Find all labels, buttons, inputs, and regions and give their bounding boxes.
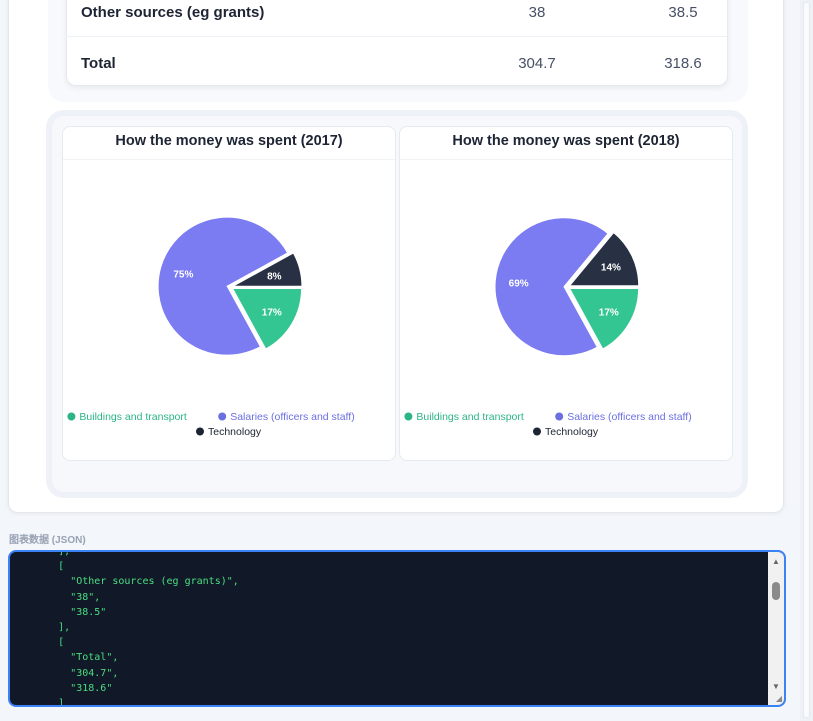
- pie-data-label: 75%: [173, 269, 193, 280]
- legend-swatch[interactable]: [67, 413, 75, 421]
- table-row: Other sources (eg grants) 38 38.5: [67, 0, 728, 37]
- legend-swatch[interactable]: [555, 413, 563, 421]
- finance-table: Other sources (eg grants) 38 38.5 Total …: [66, 0, 728, 86]
- json-line: "38.5": [10, 605, 239, 620]
- legend-item-label[interactable]: Salaries (officers and staff): [230, 411, 355, 423]
- scroll-thumb[interactable]: [772, 582, 780, 600]
- pie-chart-svg: 17% 75% 8% Buildings and transport Salaries …: [63, 127, 397, 462]
- json-line: "Total",: [10, 650, 239, 665]
- row-label: Other sources (eg grants): [81, 4, 264, 21]
- table-row-total: Total 304.7 318.6: [67, 39, 728, 86]
- pie-chart-svg: 17% 69% 14% Buildings and transport Salaries…: [400, 127, 734, 462]
- json-panel-label: 图表数据 (JSON): [9, 531, 86, 546]
- legend-swatch[interactable]: [533, 428, 541, 436]
- page-scroll-thumb[interactable]: [803, 2, 810, 718]
- row-value-2018: 318.6: [643, 55, 723, 72]
- legend-swatch[interactable]: [218, 413, 226, 421]
- pie-chart-2017: How the money was spent (2017) 17% 75% 8% B…: [62, 126, 396, 461]
- json-line: [: [10, 559, 239, 574]
- row-value-2017: 304.7: [497, 55, 577, 72]
- scroll-up-icon[interactable]: ▲: [772, 557, 780, 566]
- pie-data-label: 14%: [601, 262, 621, 273]
- json-line: ],: [10, 620, 239, 635]
- legend-item-label[interactable]: Salaries (officers and staff): [567, 411, 692, 423]
- json-line: "304.7",: [10, 666, 239, 681]
- json-content[interactable]: ], [ "Other sources (eg grants)", "38", …: [10, 550, 239, 707]
- scroll-down-icon[interactable]: ▼: [772, 682, 780, 691]
- legend-swatch[interactable]: [404, 413, 412, 421]
- pie-data-label: 17%: [599, 308, 619, 319]
- json-line: "Other sources (eg grants)",: [10, 574, 239, 589]
- pie-data-label: 17%: [262, 308, 282, 319]
- legend-item-label[interactable]: Buildings and transport: [416, 411, 523, 423]
- pie-chart-2018: How the money was spent (2018) 17% 69% 14%…: [399, 126, 733, 461]
- row-value-2017: 38: [497, 4, 577, 21]
- textarea-scrollbar[interactable]: ▲ ▼: [768, 552, 784, 705]
- legend-item-label[interactable]: Technology: [545, 426, 599, 438]
- json-line: "318.6": [10, 681, 239, 696]
- json-line: "38",: [10, 590, 239, 605]
- legend-item-label[interactable]: Technology: [208, 426, 262, 438]
- json-line: ]: [10, 696, 239, 707]
- row-value-2018: 38.5: [643, 4, 723, 21]
- resize-grip-icon[interactable]: ◢: [776, 694, 782, 703]
- json-line: ],: [10, 550, 239, 559]
- page-scrollbar[interactable]: [800, 0, 813, 721]
- legend-item-label[interactable]: Buildings and transport: [79, 411, 186, 423]
- pie-data-label: 8%: [267, 272, 282, 283]
- json-textarea[interactable]: ], [ "Other sources (eg grants)", "38", …: [8, 550, 786, 707]
- json-line: [: [10, 635, 239, 650]
- legend-swatch[interactable]: [196, 428, 204, 436]
- row-label: Total: [81, 55, 116, 72]
- pie-data-label: 69%: [509, 278, 529, 289]
